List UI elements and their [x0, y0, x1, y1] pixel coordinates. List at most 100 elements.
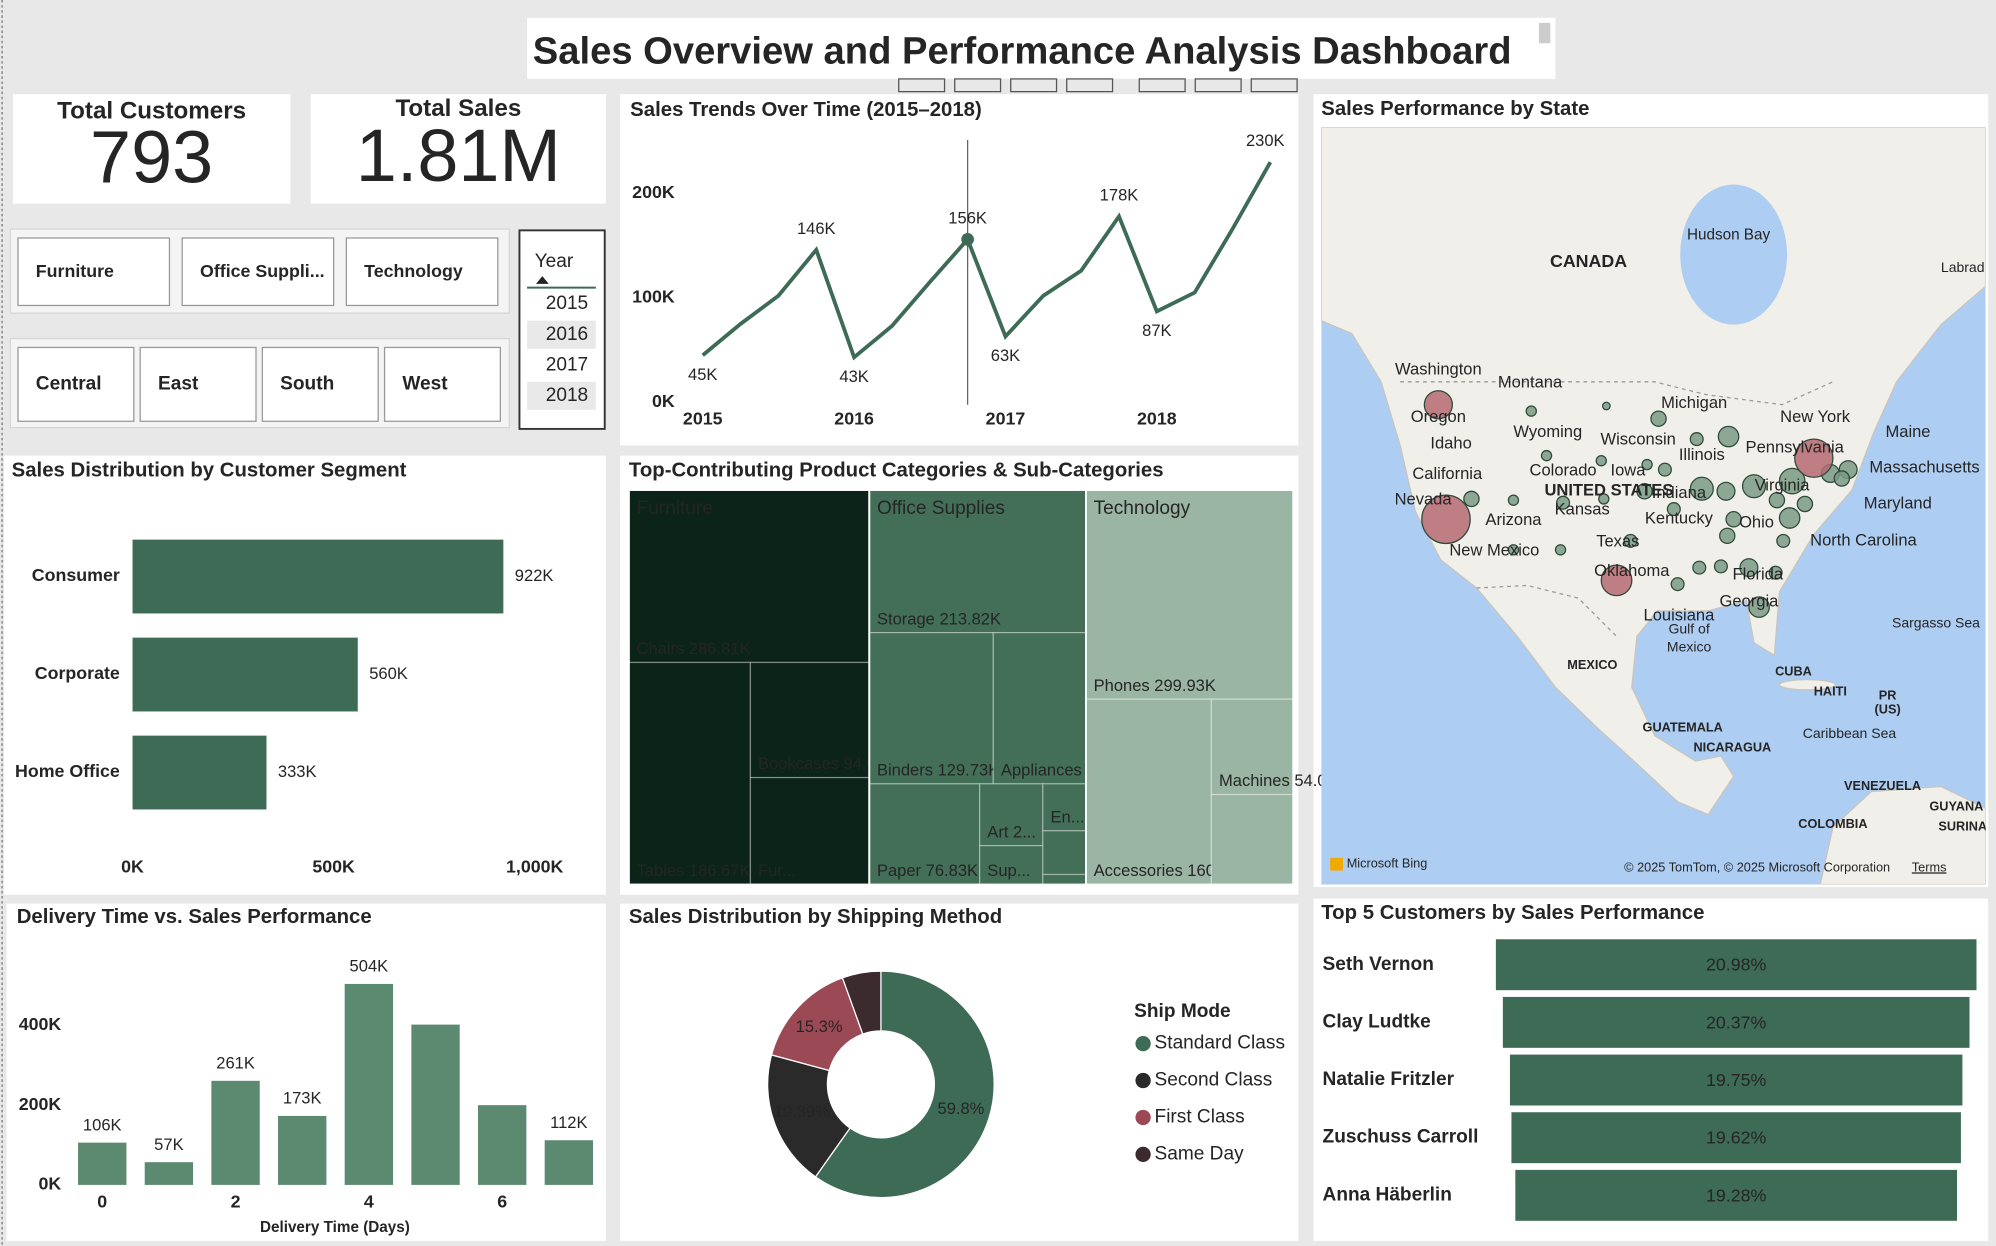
map-label: (US): [1875, 702, 1901, 717]
y-tick-label: Consumer: [32, 565, 120, 585]
legend-swatch: [1135, 1109, 1151, 1126]
y-tick-label: 200K: [632, 182, 675, 202]
bar: [544, 1140, 594, 1185]
state-bubble: [1636, 483, 1653, 500]
slicer-label: Technology: [364, 261, 463, 281]
map-label: GUATEMALA: [1643, 719, 1723, 734]
chart-panel: [6, 903, 606, 1241]
slicer-item[interactable]: [527, 351, 596, 380]
slicer-item[interactable]: [527, 381, 596, 410]
toolbar-icon[interactable]: [1138, 78, 1186, 93]
legend-label: First Class: [1155, 1107, 1245, 1128]
slicer-button[interactable]: [17, 346, 135, 422]
state-bubble: [1778, 507, 1801, 529]
state-bubble: [1716, 481, 1736, 501]
bar: [132, 735, 267, 810]
chart-title: Sales Trends Over Time (2015–2018): [630, 99, 982, 121]
data-label: 230K: [1246, 131, 1285, 150]
map-label: Ohio: [1739, 512, 1774, 531]
treemap-tile: [1085, 698, 1212, 886]
state-bubble: [1689, 476, 1714, 501]
slicer-item[interactable]: [527, 320, 596, 349]
slicer-button[interactable]: [261, 346, 379, 422]
data-label: 173K: [283, 1089, 322, 1108]
chart-title: Sales Distribution by Shipping Method: [629, 906, 1002, 928]
tile-label: Phones 299.93K: [1094, 676, 1216, 695]
map-label: Wisconsin: [1601, 430, 1676, 449]
slicer-button[interactable]: [139, 346, 257, 422]
legend-swatch: [1135, 1146, 1151, 1162]
map-credit: Microsoft Bing: [1347, 856, 1428, 871]
map-label: Sargasso Sea: [1892, 614, 1980, 630]
map-label: COLOMBIA: [1798, 816, 1867, 831]
bar: [278, 1115, 327, 1185]
map: CANADA Hudson Bay Labrad Washington Montana O…: [1321, 127, 1986, 885]
state-bubble: [1713, 559, 1728, 574]
slicer-label: Office Suppli...: [200, 261, 325, 281]
slicer-label: South: [280, 373, 334, 394]
line-series: [701, 161, 1273, 361]
treemap-tile: [992, 632, 1087, 785]
y-tick-label: Home Office: [15, 761, 120, 781]
data-label: 15.3%: [796, 1017, 843, 1036]
state-bubble: [1725, 511, 1742, 528]
state-bubble: [1423, 390, 1454, 420]
slicer-title: Year: [535, 251, 574, 272]
toolbar-icon[interactable]: [1250, 78, 1298, 93]
slicer-button[interactable]: [383, 346, 501, 422]
treemap-tile: [1085, 489, 1294, 700]
card-label: Total Customers: [57, 97, 246, 124]
map-credit-link[interactable]: Terms: [1912, 859, 1947, 874]
dashboard-title: Sales Overview and Performance Analysis …: [533, 30, 1512, 73]
legend-swatch: [1135, 1072, 1151, 1089]
legend-label: Same Day: [1155, 1143, 1245, 1164]
bar: [411, 1024, 460, 1185]
bing-logo: [1330, 857, 1343, 871]
bar: [211, 1080, 260, 1185]
tile-label: Art 2...: [987, 822, 1036, 841]
state-bubble: [1600, 564, 1633, 597]
toolbar-icon[interactable]: [954, 78, 1002, 93]
slicer-button[interactable]: [17, 237, 171, 307]
toolbar-icon[interactable]: [1066, 78, 1114, 93]
bar: [78, 1142, 127, 1185]
data-label: 63K: [991, 346, 1020, 365]
slicer-item[interactable]: [527, 290, 596, 319]
hover-point: [961, 233, 974, 246]
legend-label: Standard Class: [1155, 1033, 1285, 1054]
sort-arrow: [536, 276, 549, 284]
data-label: 333K: [278, 762, 317, 781]
y-tick-label: 200K: [19, 1094, 62, 1114]
map-label: HAITI: [1814, 684, 1847, 699]
toolbar-icon[interactable]: [1010, 78, 1058, 93]
slicer-label: East: [158, 373, 199, 394]
map-label: Colorado: [1530, 460, 1597, 479]
map-label: Pennsylvania: [1746, 437, 1845, 456]
toolbar-icon[interactable]: [1194, 78, 1242, 93]
treemap-tile: [1210, 793, 1294, 886]
map-label: Nevada: [1395, 490, 1453, 509]
data-label: 45K: [688, 365, 717, 384]
tile-label: Paper 76.83K: [877, 861, 978, 880]
state-bubble: [1657, 462, 1672, 477]
x-axis-title: Delivery Time (Days): [260, 1219, 410, 1236]
state-bubble: [1650, 410, 1667, 427]
toolbar-icon[interactable]: [898, 78, 946, 93]
chart-panel: [620, 94, 1299, 446]
map-label: Maryland: [1864, 493, 1932, 512]
title-box: [527, 17, 1556, 79]
data-label: 19.75%: [1706, 1070, 1767, 1090]
map-label: Oklahoma: [1594, 561, 1670, 580]
treemap-tile: [868, 632, 994, 785]
slicer-button[interactable]: [181, 237, 335, 307]
map-label: Arizona: [1485, 510, 1542, 529]
data-label: 20.98%: [1706, 955, 1767, 975]
map-label: Georgia: [1720, 591, 1780, 610]
map-label: Maine: [1885, 422, 1930, 441]
map-label: NICARAGUA: [1693, 740, 1771, 755]
map-label: VENEZUELA: [1844, 778, 1921, 793]
map-label: Iowa: [1611, 460, 1647, 479]
map-label: New Mexico: [1449, 540, 1539, 559]
slicer-button[interactable]: [345, 237, 499, 307]
x-tick-label: 2017: [986, 409, 1026, 429]
